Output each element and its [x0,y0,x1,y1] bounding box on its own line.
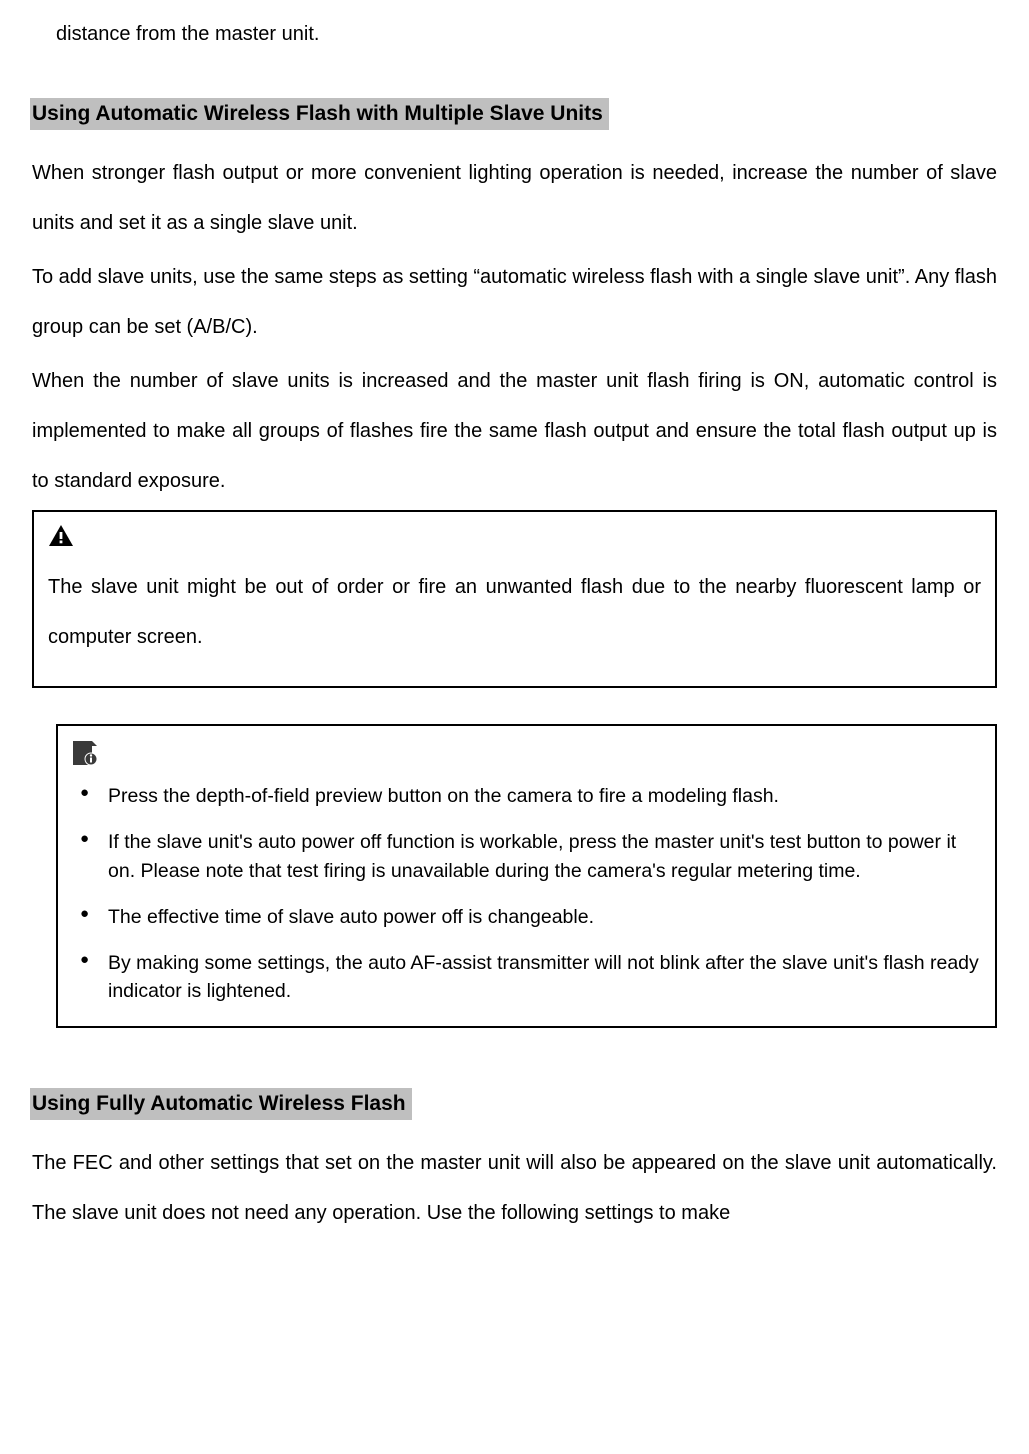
info-bullet-list: Press the depth-of-field preview button … [72,782,981,1006]
section1-para2: To add slave units, use the same steps a… [32,252,997,352]
section2-para1: The FEC and other settings that set on t… [32,1138,997,1238]
section1-para1: When stronger flash output or more conve… [32,148,997,248]
section1-para3: When the number of slave units is increa… [32,356,997,506]
info-item: By making some settings, the auto AF-ass… [78,949,981,1006]
section-heading-multiple-slave: Using Automatic Wireless Flash with Mult… [30,98,609,130]
info-item: Press the depth-of-field preview button … [78,782,981,810]
info-item: The effective time of slave auto power o… [78,903,981,931]
info-item: If the slave unit's auto power off funct… [78,828,981,885]
prior-page-fragment: distance from the master unit. [32,10,997,58]
warning-icon [48,524,74,554]
warning-text: The slave unit might be out of order or … [48,562,981,662]
info-box: Press the depth-of-field preview button … [56,724,997,1028]
section-heading-fully-automatic: Using Fully Automatic Wireless Flash [30,1088,412,1120]
info-page-icon [72,740,98,772]
warning-box: The slave unit might be out of order or … [32,510,997,688]
